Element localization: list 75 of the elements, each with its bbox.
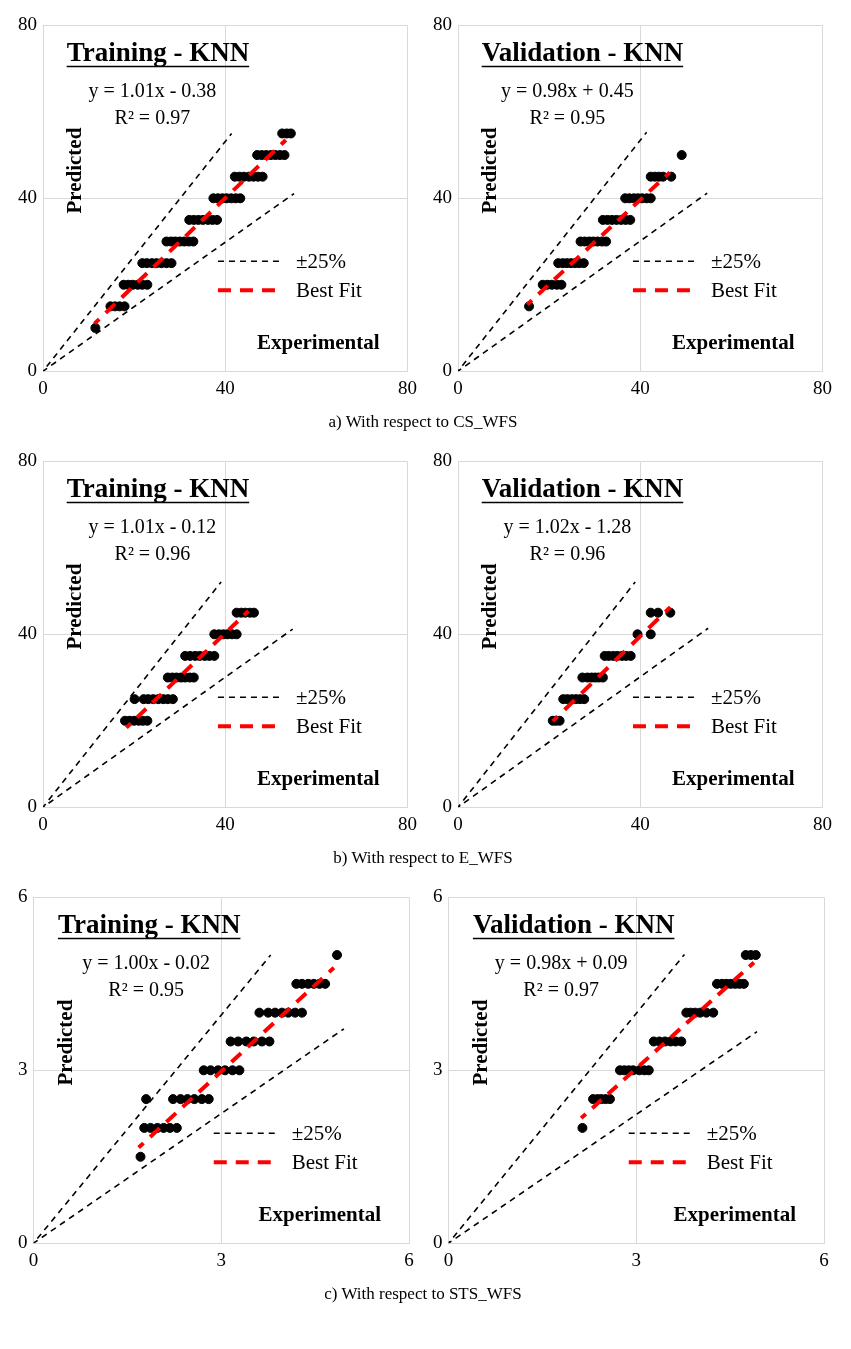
legend-label: Best Fit [710,713,778,738]
y-axis-title: Predicted [467,999,492,1086]
y-tick-label: 3 [433,1058,443,1080]
x-tick-label: 40 [630,376,650,398]
text: c) With respect to STS_WFS [323,1284,523,1304]
y-tick-label: 80 [433,13,452,35]
y-axis-title: Predicted [477,563,502,650]
legend-label: ±25% [710,248,761,273]
legend-label: ±25% [295,684,346,709]
y-tick-label: 0 [442,795,452,817]
y-axis-title: Predicted [52,999,77,1086]
legend-label: Best Fit [706,1149,773,1174]
chart-title: Training - KNN [57,909,241,940]
annotation: y = 0.98x + 0.09 [494,951,628,975]
annotation: y = 1.00x - 0.02 [82,951,211,975]
text: a) With respect to CS_WFS [327,412,519,432]
x-tick-label: 3 [216,1248,226,1270]
legend-label: ±25% [706,1120,757,1145]
y-tick-label: 6 [433,885,443,907]
annotation: R² = 0.95 [108,978,184,1001]
x-axis-title: Experimental [672,330,795,355]
legend-label: Best Fit [710,277,778,302]
y-tick-label: 6 [18,885,28,907]
y-tick-label: 40 [433,186,452,208]
x-tick-label: 80 [813,812,832,834]
x-axis-title: Experimental [257,330,380,355]
y-tick-label: 80 [433,449,452,471]
legend-label: ±25% [295,248,346,273]
annotation: R² = 0.96 [114,542,191,565]
annotation: y = 1.02x - 1.28 [503,515,632,539]
y-tick-label: 0 [27,795,37,817]
y-axis-title: Predicted [62,563,87,650]
y-tick-label: 0 [18,1231,28,1253]
legend-label: Best Fit [295,713,363,738]
x-tick-label: 80 [398,812,417,834]
y-tick-label: 40 [18,622,37,644]
annotation: y = 1.01x - 0.38 [88,79,217,103]
legend-label: ±25% [710,684,761,709]
x-axis-title: Experimental [673,1202,797,1227]
x-tick-label: 40 [215,812,235,834]
y-tick-label: 40 [18,186,37,208]
chart-title: Validation - KNN [472,909,675,940]
legend-label: Best Fit [291,1149,358,1174]
chart-title: Validation - KNN [481,473,684,504]
x-tick-label: 40 [630,812,650,834]
y-tick-label: 3 [18,1058,28,1080]
y-tick-label: 80 [18,449,37,471]
annotation: R² = 0.96 [529,542,606,565]
y-tick-label: 0 [433,1231,443,1253]
y-tick-label: 0 [27,359,37,381]
legend-label: ±25% [291,1120,342,1145]
annotation: R² = 0.95 [529,106,606,129]
x-tick-label: 6 [819,1248,829,1270]
x-tick-label: 40 [215,376,235,398]
x-axis-title: Experimental [258,1202,382,1227]
x-tick-label: 80 [813,376,832,398]
text: b) With respect to E_WFS [332,848,514,868]
x-tick-label: 3 [631,1248,641,1270]
x-tick-label: 6 [404,1248,414,1270]
x-tick-label: 80 [398,376,417,398]
legend-label: Best Fit [295,277,363,302]
y-axis-title: Predicted [477,127,502,214]
y-tick-label: 80 [18,13,37,35]
y-tick-label: 0 [442,359,452,381]
y-tick-label: 40 [433,622,452,644]
annotation: R² = 0.97 [114,106,191,129]
chart-title: Training - KNN [66,37,250,68]
x-axis-title: Experimental [672,766,795,791]
x-axis-title: Experimental [257,766,380,791]
chart-title: Validation - KNN [481,37,684,68]
annotation: R² = 0.97 [523,978,599,1001]
chart-title: Training - KNN [66,473,250,504]
y-axis-title: Predicted [62,127,87,214]
annotation: y = 0.98x + 0.45 [501,79,634,103]
annotation: y = 1.01x - 0.12 [88,515,217,539]
